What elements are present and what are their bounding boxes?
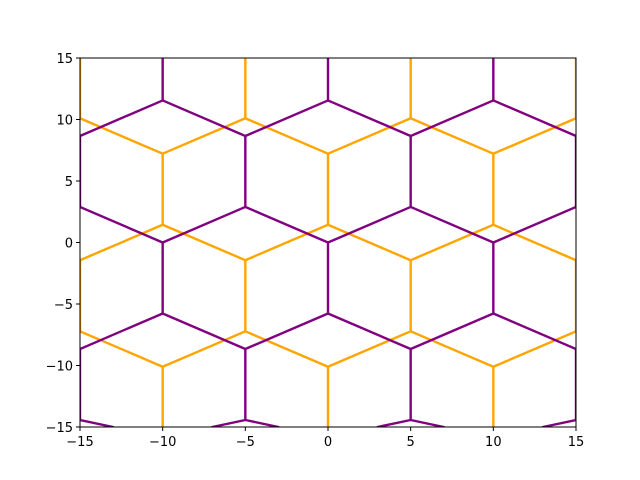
hex-edge-line: [492, 99, 576, 138]
y-tick-label: 5: [65, 175, 73, 190]
hex-edge-line: [492, 312, 576, 351]
hex-edge-line: [492, 117, 576, 155]
hex-edge-line: [244, 99, 330, 138]
hex-edge-line: [161, 99, 247, 138]
series-1: [80, 58, 576, 427]
y-tick-label: 15: [56, 52, 73, 67]
hex-edge-line: [244, 312, 330, 351]
hex-edge-line: [244, 205, 330, 244]
y-tick-label: 0: [65, 237, 73, 252]
hex-edge-line: [326, 330, 412, 368]
hex-edge-line: [244, 223, 330, 262]
hex-edge-line: [409, 312, 495, 351]
x-tick-label: −15: [66, 435, 93, 450]
hex-edge-line: [211, 418, 247, 427]
x-tick-label: −5: [236, 435, 255, 450]
hex-edge-line: [80, 117, 164, 155]
x-tick-label: 15: [568, 435, 585, 450]
y-tick-label: −10: [46, 360, 73, 375]
hex-edge-line: [161, 117, 247, 155]
hex-edge-line: [326, 117, 412, 155]
x-axis: −15 −10 −5 0 5 10 15: [66, 427, 584, 450]
x-tick-label: 10: [485, 435, 502, 450]
hex-edge-line: [492, 205, 576, 244]
hex-edge-line: [161, 205, 247, 244]
hex-edge-line: [80, 205, 164, 244]
x-tick-label: −10: [149, 435, 176, 450]
y-axis: −15 −10 −5 0 5 10 15: [46, 52, 80, 436]
x-tick-label: 0: [324, 435, 332, 450]
hex-edge-line: [541, 418, 576, 427]
hex-edge-line: [492, 223, 576, 262]
hex-edge-line: [326, 312, 412, 351]
hex-edge-line: [409, 205, 495, 244]
x-tick-label: 5: [407, 435, 415, 450]
hex-edge-line: [409, 330, 495, 368]
hex-edge-line: [244, 117, 330, 155]
hex-edge-line: [492, 330, 576, 368]
hex-edge-line: [409, 117, 495, 155]
y-tick-label: −15: [46, 421, 73, 436]
hex-edge-line: [326, 205, 412, 244]
series-0: [80, 58, 576, 427]
hex-edge-line: [161, 330, 247, 368]
y-tick-label: −5: [54, 298, 73, 313]
hex-edge-line: [409, 99, 495, 138]
hex-edge-line: [161, 312, 247, 351]
y-tick-label: 10: [56, 114, 73, 129]
hex-edge-line: [80, 99, 164, 138]
hex-edge-line: [244, 418, 280, 427]
hex-edge-line: [326, 223, 412, 262]
hex-edge-line: [409, 418, 445, 427]
hex-edge-line: [244, 330, 330, 368]
hex-edge-line: [409, 223, 495, 262]
hex-edge-line: [80, 418, 115, 427]
hex-edge-line: [376, 418, 412, 427]
hex-edge-line: [161, 223, 247, 262]
hex-edge-line: [80, 330, 164, 368]
hex-edge-line: [80, 223, 164, 262]
plot-area: [80, 58, 576, 427]
hex-edge-line: [80, 312, 164, 351]
hex-edge-line: [326, 99, 412, 138]
